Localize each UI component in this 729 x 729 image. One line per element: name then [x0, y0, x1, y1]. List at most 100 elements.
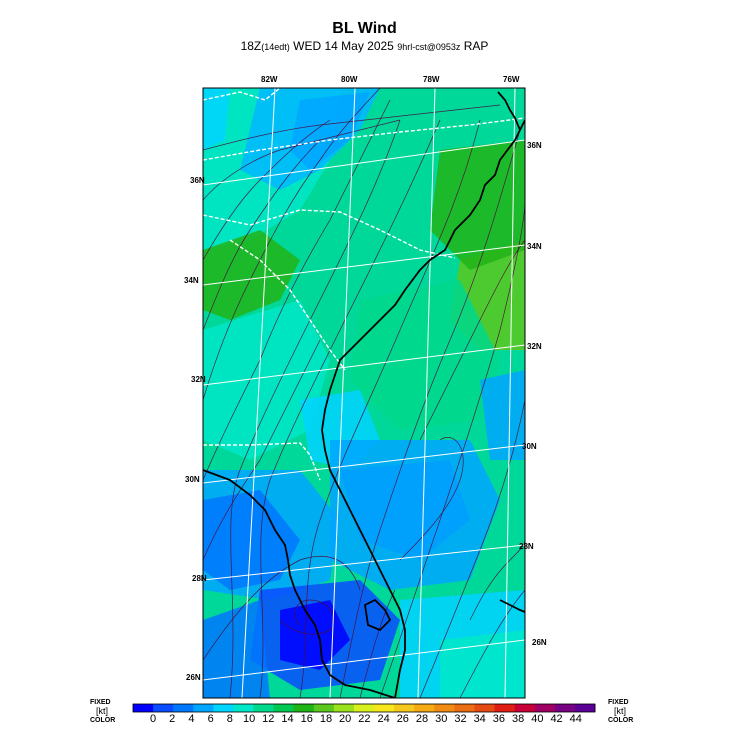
lat-label-right-34n: 34N	[527, 242, 542, 251]
streamline	[203, 88, 381, 401]
colorbar-tick-label: 42	[550, 713, 563, 725]
colorbar-swatch	[353, 704, 375, 712]
colorbar-swatch	[193, 704, 214, 712]
colorbar-tick-label: 22	[358, 713, 371, 725]
streamline	[203, 119, 331, 261]
lon-label-76w: 76W	[503, 75, 520, 84]
legend-right-unit: [kt]	[614, 706, 627, 716]
colorbar-labels: 0 2 4 6 8 10 12 14 16 18 20 22 24 26 28 30 32 34 36 38 40 42 4…	[0, 713, 729, 727]
colorbar-swatch	[534, 704, 556, 712]
lat-label-left-34n: 34N	[184, 276, 199, 285]
colorbar-swatch	[233, 704, 255, 712]
coastline	[497, 91, 521, 131]
legend-right-fixed: FIXED	[608, 699, 629, 706]
streamline	[203, 339, 321, 561]
lat-label-right-26n: 26N	[532, 638, 547, 647]
grid-line	[203, 544, 525, 581]
colorbar-swatch	[374, 704, 395, 712]
grid-line	[329, 88, 356, 698]
streamline	[459, 589, 525, 698]
streamline	[203, 104, 501, 151]
state-border	[203, 117, 525, 161]
colorbar-tick-label: 26	[396, 713, 409, 725]
colorbar-swatch	[213, 704, 234, 712]
colorbar-tick-label: 4	[188, 713, 195, 725]
lat-label-right-30n: 30N	[522, 442, 537, 451]
colorbar-tick-label: 40	[531, 713, 544, 725]
streamline	[359, 589, 396, 698]
subtitle-model: RAP	[463, 39, 489, 53]
map-title: BL Wind	[332, 20, 397, 37]
wind-speed-region	[330, 440, 500, 590]
grid-line	[417, 88, 436, 698]
legend-left-fixed: FIXED	[90, 699, 111, 706]
grid-line	[203, 444, 525, 484]
coastline	[499, 599, 525, 613]
state-border	[203, 442, 321, 481]
colorbar-tick-label: 34	[473, 713, 486, 725]
streamline	[203, 139, 321, 331]
grid-line	[203, 139, 525, 186]
colorbar-swatch	[394, 704, 415, 712]
colorbar-swatch	[454, 704, 475, 712]
grid-line	[203, 344, 525, 386]
wind-speed-region	[203, 230, 300, 320]
legend-left: FIXED [kt] COLOR	[90, 698, 115, 725]
colorbar-frame	[132, 703, 596, 713]
wind-speed-region	[440, 630, 525, 698]
lat-label-left-30n: 30N	[185, 475, 200, 484]
colorbar-swatch	[313, 704, 335, 712]
colorbar-swatch	[133, 704, 154, 712]
wind-speed-region	[280, 600, 350, 670]
lat-label-left-28n: 28N	[192, 574, 207, 583]
lat-label-left-36n: 36N	[190, 176, 205, 185]
colorbar-tick-label: 28	[415, 713, 429, 725]
lon-label-80w: 80W	[341, 75, 358, 84]
streamline	[203, 119, 401, 201]
streamline	[203, 99, 391, 481]
map-plot-area	[203, 88, 525, 698]
streamline	[419, 239, 525, 441]
wind-speed-region	[203, 88, 230, 150]
state-border	[203, 88, 281, 101]
colorbar-tick-label: 38	[512, 713, 525, 725]
streamline	[279, 599, 335, 635]
state-border	[203, 209, 456, 259]
subtitle-date: WED 14 May 2025	[293, 39, 394, 53]
lat-label-right-28n: 28N	[519, 542, 534, 551]
subtitle-local-time: (14edt)	[261, 42, 290, 52]
streamline	[259, 119, 441, 698]
streamline	[229, 119, 401, 698]
grid-line	[203, 639, 525, 681]
streamline	[399, 437, 464, 561]
colorbar-swatch	[514, 704, 536, 712]
coastline	[364, 598, 392, 632]
grid-line	[504, 88, 516, 698]
lat-label-right-36n: 36N	[527, 141, 542, 150]
colorbar-tick-label: 30	[435, 713, 448, 725]
colorbar-swatch	[153, 704, 174, 712]
colorbar-tick-label: 12	[262, 713, 275, 725]
colorbar-swatch	[554, 704, 576, 712]
colorbar-tick-label: 32	[454, 713, 467, 725]
colorbar-swatch	[494, 704, 516, 712]
legend-left-unit: [kt]	[96, 706, 109, 716]
wind-speed-region	[350, 280, 500, 430]
coastline	[203, 469, 396, 698]
colorbar-swatch	[434, 704, 455, 712]
legend-right: FIXED [kt] COLOR	[608, 698, 633, 725]
colorbar-swatch	[474, 704, 496, 712]
colorbar-tick-label: 44	[569, 713, 582, 725]
colorbar-tick-label: 20	[339, 713, 352, 725]
wind-speed-region	[203, 490, 300, 590]
wind-speed-region	[203, 300, 330, 460]
lon-label-78w: 78W	[423, 75, 440, 84]
colorbar-tick-label: 2	[169, 713, 176, 725]
colorbar-swatch	[253, 704, 275, 712]
lat-lon-grid	[203, 88, 525, 698]
streamline	[299, 119, 481, 698]
colorbar-tick-label: 24	[377, 713, 390, 725]
map-frame	[202, 87, 526, 699]
lon-label-82w: 82W	[261, 75, 278, 84]
